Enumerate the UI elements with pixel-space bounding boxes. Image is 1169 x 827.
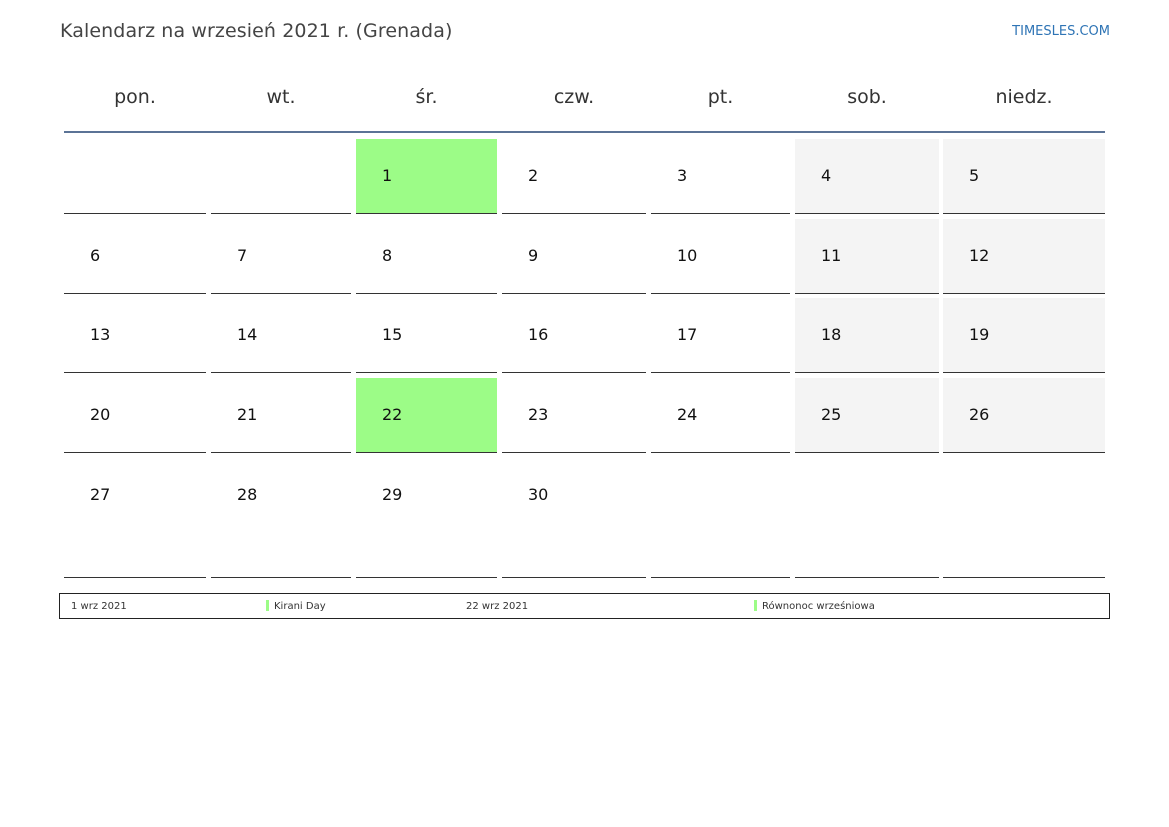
day-number: 12	[969, 246, 990, 265]
day-number: 19	[969, 325, 990, 344]
calendar-day-cell: 17	[651, 298, 790, 373]
calendar-day-cell: 25	[795, 378, 939, 453]
calendar-day-cell: 3	[651, 139, 790, 214]
calendar-day-cell: 7	[211, 219, 351, 294]
day-number: 14	[237, 325, 258, 344]
calendar-cell-empty	[943, 458, 1105, 578]
calendar-day-cell: 11	[795, 219, 939, 294]
calendar-day-cell: 8	[356, 219, 497, 294]
day-number: 4	[821, 166, 832, 185]
calendar-day-cell: 20	[64, 378, 206, 453]
calendar-day-cell: 15	[356, 298, 497, 373]
day-number: 8	[382, 246, 393, 265]
calendar-day-cell: 26	[943, 378, 1105, 453]
day-number: 9	[528, 246, 539, 265]
calendar-day-cell: 27	[64, 458, 206, 578]
legend-holiday-name: Kirani Day	[274, 601, 326, 612]
day-number: 1	[382, 166, 393, 185]
calendar-day-cell: 6	[64, 219, 206, 294]
calendar-cell-empty	[651, 458, 790, 578]
calendar-day-cell: 23	[502, 378, 646, 453]
calendar-day-cell: 22	[356, 378, 497, 453]
day-number: 21	[237, 405, 258, 424]
calendar-day-cell: 30	[502, 458, 646, 578]
day-number: 3	[677, 166, 688, 185]
calendar-day-cell: 19	[943, 298, 1105, 373]
day-number: 15	[382, 325, 403, 344]
calendar-day-cell: 1	[356, 139, 497, 214]
day-number: 27	[90, 485, 111, 504]
calendar-day-cell: 14	[211, 298, 351, 373]
calendar-cell-empty	[795, 458, 939, 578]
day-number: 20	[90, 405, 111, 424]
calendar-day-cell: 5	[943, 139, 1105, 214]
day-number: 30	[528, 485, 549, 504]
day-number: 28	[237, 485, 258, 504]
holiday-legend: 1 wrz 2021 Kirani Day 22 wrz 2021 Równon…	[59, 593, 1110, 619]
calendar-day-cell: 29	[356, 458, 497, 578]
legend-holiday-name: Równonoc wrześniowa	[762, 601, 875, 612]
header-rule	[64, 131, 1105, 133]
legend-color-marker	[266, 600, 269, 611]
calendar-cell-empty	[64, 139, 206, 214]
day-number: 13	[90, 325, 111, 344]
day-number: 25	[821, 405, 842, 424]
day-number: 23	[528, 405, 549, 424]
day-number: 6	[90, 246, 101, 265]
day-number: 2	[528, 166, 539, 185]
calendar-day-cell: 4	[795, 139, 939, 214]
weekday-header: śr.	[415, 86, 438, 108]
calendar-day-cell: 24	[651, 378, 790, 453]
brand-link[interactable]: TIMESLES.COM	[1012, 24, 1110, 39]
calendar-day-cell: 18	[795, 298, 939, 373]
day-number: 22	[382, 405, 403, 424]
day-number: 17	[677, 325, 698, 344]
calendar-day-cell: 13	[64, 298, 206, 373]
weekday-header: niedz.	[995, 86, 1053, 108]
day-number: 7	[237, 246, 248, 265]
weekday-header: sob.	[847, 86, 887, 108]
legend-date: 22 wrz 2021	[466, 601, 529, 612]
day-number: 18	[821, 325, 842, 344]
legend-date: 1 wrz 2021	[71, 601, 127, 612]
calendar-day-cell: 2	[502, 139, 646, 214]
calendar-day-cell: 12	[943, 219, 1105, 294]
calendar-grid: pon. wt. śr. czw. pt. sob. niedz. 1 2 3 4 5 6 7 8 9 10 11…	[64, 86, 1105, 578]
day-number: 16	[528, 325, 549, 344]
weekday-header: wt.	[266, 86, 296, 108]
calendar-day-cell: 9	[502, 219, 646, 294]
day-number: 5	[969, 166, 980, 185]
calendar-day-cell: 28	[211, 458, 351, 578]
weekday-header: pt.	[707, 86, 734, 108]
weekday-header: czw.	[553, 86, 595, 108]
page-title: Kalendarz na wrzesień 2021 r. (Grenada)	[60, 20, 453, 42]
calendar-day-cell: 21	[211, 378, 351, 453]
day-number: 24	[677, 405, 698, 424]
day-number: 26	[969, 405, 990, 424]
calendar-cell-empty	[211, 139, 351, 214]
day-number: 29	[382, 485, 403, 504]
calendar-day-cell: 16	[502, 298, 646, 373]
weekday-header: pon.	[114, 86, 156, 108]
day-number: 10	[677, 246, 698, 265]
legend-color-marker	[754, 600, 757, 611]
calendar-day-cell: 10	[651, 219, 790, 294]
day-number: 11	[821, 246, 842, 265]
